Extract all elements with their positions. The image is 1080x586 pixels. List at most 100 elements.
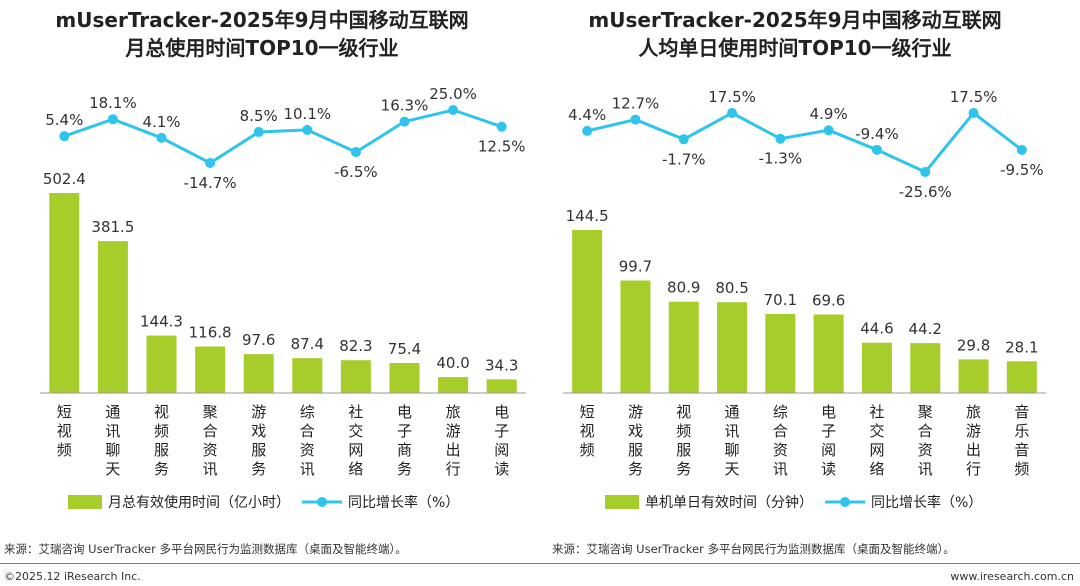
growth-point: [350, 147, 361, 158]
legend-bar-swatch: [68, 495, 102, 509]
growth-point: [823, 125, 834, 136]
category-label: 电子阅读: [821, 403, 836, 478]
bar: [243, 354, 274, 393]
bar-value-label: 80.5: [715, 279, 748, 297]
category-label: 通讯聊天: [105, 403, 120, 478]
category-label: 游戏服务: [251, 403, 266, 478]
bar-value-label: 80.9: [667, 279, 700, 297]
category-label: 视频服务: [676, 403, 691, 478]
growth-point: [302, 124, 313, 135]
bar: [861, 342, 892, 393]
category-label: 音乐音频: [1014, 403, 1029, 478]
category-label: 游戏服务: [628, 403, 643, 478]
category-label: 聚合资讯: [203, 403, 218, 478]
growth-value-label: 8.5%: [240, 107, 278, 125]
growth-value-label: 17.5%: [708, 88, 756, 106]
category-label: 社交网络: [869, 403, 884, 478]
category-label: 短视频: [580, 403, 595, 459]
category-label: 短视频: [57, 403, 72, 459]
growth-point: [678, 134, 689, 145]
category-label: 旅游出行: [966, 403, 981, 478]
growth-point: [156, 132, 167, 143]
growth-value-label: 16.3%: [381, 97, 429, 115]
growth-value-label: 12.7%: [612, 95, 660, 113]
growth-line: [586, 110, 1023, 174]
bar: [813, 314, 844, 393]
growth-point: [253, 127, 264, 138]
growth-value-label: 12.5%: [478, 138, 526, 156]
growth-value-label: 10.1%: [283, 105, 331, 123]
growth-value-label: -6.5%: [334, 163, 378, 181]
category-label: 旅游出行: [446, 403, 461, 478]
chart-title-line-1: mUserTracker-2025年9月中国移动互联网: [588, 8, 1001, 32]
legend-bar-label: 月总有效使用时间（亿小时）: [108, 494, 290, 511]
growth-point: [448, 105, 459, 115]
chart-1: mUserTracker-2025年9月中国移动互联网月总使用时间TOP10一级…: [40, 8, 526, 511]
category-label: 电子商务: [397, 403, 412, 478]
bar: [1006, 361, 1037, 393]
growth-value-label: 4.4%: [568, 106, 606, 124]
bar-value-label: 75.4: [388, 340, 421, 358]
source-note-right: 来源：艾瑞咨询 UserTracker 多平台网民行为监测数据库（桌面及智能终端…: [552, 542, 955, 556]
category-label: 视频服务: [154, 403, 169, 478]
growth-value-label: 4.1%: [142, 113, 180, 131]
legend-bar-label: 单机单日有效时间（分钟）: [645, 494, 813, 511]
bar: [620, 280, 651, 393]
category-label: 社交网络: [348, 403, 363, 478]
bar: [340, 360, 371, 393]
growth-value-label: 4.9%: [810, 105, 848, 123]
bar-value-label: 144.5: [566, 207, 609, 225]
footer-divider: [0, 563, 1080, 564]
growth-value-label: -1.7%: [662, 150, 706, 168]
bar: [389, 362, 420, 393]
legend-line-label: 同比增长率（%）: [871, 494, 982, 511]
chart-2: mUserTracker-2025年9月中国移动互联网人均单日使用时间TOP10…: [563, 8, 1046, 511]
growth-point: [727, 108, 738, 118]
bar-value-label: 69.6: [812, 291, 845, 309]
growth-value-label: -25.6%: [899, 183, 952, 201]
growth-point: [630, 114, 641, 125]
bar: [292, 358, 323, 393]
growth-point: [920, 167, 931, 177]
bar: [717, 302, 748, 393]
bar-value-label: 28.1: [1005, 338, 1038, 356]
bar-value-label: 502.4: [43, 170, 86, 188]
chart-title-line-2: 月总使用时间TOP10一级行业: [124, 36, 398, 60]
category-label: 电子阅读: [494, 403, 509, 478]
growth-line: [63, 108, 503, 165]
growth-point: [205, 158, 216, 168]
growth-value-label: -9.5%: [1000, 161, 1044, 179]
growth-point: [582, 125, 593, 136]
chart-title-line-2: 人均单日使用时间TOP10一级行业: [638, 36, 951, 60]
source-note-left: 来源：艾瑞咨询 UserTracker 多平台网民行为监测数据库（桌面及智能终端…: [4, 542, 407, 556]
growth-point: [399, 116, 410, 127]
bar-value-label: 29.8: [957, 336, 990, 354]
bar: [910, 343, 941, 393]
category-label: 聚合资讯: [918, 403, 933, 478]
bar-value-label: 40.0: [436, 354, 469, 372]
bar-value-label: 70.1: [764, 291, 797, 309]
growth-value-label: 5.4%: [45, 111, 83, 129]
bar-value-label: 87.4: [291, 335, 324, 353]
legend-line-marker: [317, 497, 327, 507]
growth-value-label: 25.0%: [429, 85, 477, 103]
growth-value-label: 17.5%: [950, 88, 998, 106]
bar: [146, 335, 177, 393]
bar-value-label: 44.6: [860, 320, 893, 338]
bar: [572, 230, 603, 393]
bar: [668, 301, 699, 393]
footer-copyright: ©2025.12 iResearch Inc.: [4, 570, 141, 583]
bar-value-label: 44.2: [909, 320, 942, 338]
category-label: 综合资讯: [773, 403, 788, 478]
growth-value-label: 18.1%: [89, 94, 137, 112]
growth-value-label: -9.4%: [855, 125, 899, 143]
legend-line-marker: [840, 497, 850, 507]
category-label: 综合资讯: [300, 403, 315, 478]
growth-point: [107, 114, 118, 125]
bar: [97, 241, 128, 393]
bar-value-label: 97.6: [242, 331, 275, 349]
bar: [195, 346, 226, 393]
bar: [49, 193, 80, 393]
bar: [438, 377, 469, 393]
